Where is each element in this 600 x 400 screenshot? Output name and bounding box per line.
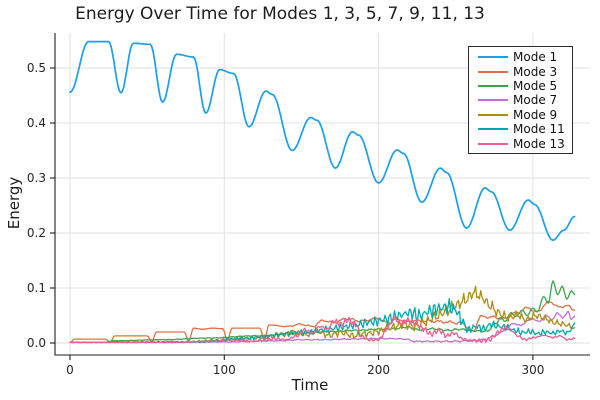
x-tick-label: 300 (521, 363, 544, 377)
legend-line-sample (478, 84, 508, 87)
series-line-mode-13 (69, 316, 576, 344)
legend-label: Mode 3 (513, 64, 558, 79)
series-line-mode-3 (69, 300, 576, 344)
legend: Mode 1 Mode 3 Mode 5 Mode 7 Mode 9 Mode 11 Mod… (468, 46, 573, 154)
legend-entry-mode-3: Mode 3 (469, 64, 572, 79)
legend-entry-mode-7: Mode 7 (469, 93, 572, 107)
x-tick-label: 100 (213, 363, 236, 377)
legend-label: Mode 9 (513, 107, 558, 122)
legend-line-sample (478, 70, 508, 73)
legend-line-sample (478, 56, 508, 59)
legend-line-sample (478, 113, 508, 116)
x-axis-label: Time (291, 376, 329, 394)
legend-entry-mode-13: Mode 13 (469, 136, 572, 151)
legend-line-sample (478, 99, 508, 102)
y-tick-label: 0.5 (27, 61, 46, 75)
axis-spines (50, 33, 590, 360)
legend-label: Mode 11 (513, 122, 565, 137)
legend-label: Mode 7 (513, 93, 558, 108)
y-tick-label: 0.0 (27, 336, 46, 350)
series-line-mode-5 (69, 280, 576, 344)
axis-tick-labels: 0 100 200 300 0.0 0.1 0.2 0.3 0.4 0.5 (27, 61, 544, 377)
legend-label: Mode 5 (513, 78, 558, 93)
x-tick-label: 0 (66, 363, 74, 377)
x-tick-label: 200 (367, 363, 390, 377)
chart-title: Energy Over Time for Modes 1, 3, 5, 7, 9… (75, 4, 485, 24)
series-line-mode-1 (69, 40, 576, 242)
y-tick-label: 0.3 (27, 171, 46, 185)
legend-label: Mode 1 (513, 50, 558, 65)
legend-entry-mode-5: Mode 5 (469, 79, 572, 93)
legend-entry-mode-9: Mode 9 (469, 108, 572, 122)
y-axis-label: Energy (5, 176, 23, 230)
series-lines (69, 40, 576, 344)
y-tick-label: 0.4 (27, 116, 46, 130)
legend-line-sample (478, 142, 508, 145)
y-tick-label: 0.2 (27, 226, 46, 240)
legend-label: Mode 13 (513, 136, 565, 151)
y-tick-label: 0.1 (27, 281, 46, 295)
legend-line-sample (478, 128, 508, 131)
legend-entry-mode-11: Mode 11 (469, 122, 572, 136)
legend-entry-mode-1: Mode 1 (469, 50, 572, 64)
